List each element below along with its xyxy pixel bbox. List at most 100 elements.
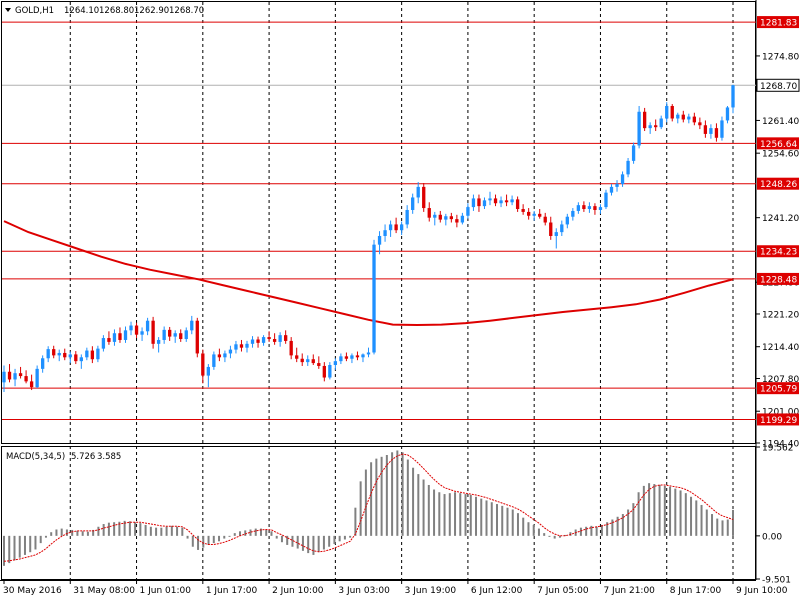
macd-bar — [60, 528, 63, 536]
candle — [134, 322, 139, 339]
macd-bar — [8, 535, 11, 564]
candle — [256, 336, 260, 348]
candle-body — [372, 244, 376, 353]
x-tick-label: 3 Jun 19:00 — [405, 586, 457, 596]
macd-bar — [139, 523, 142, 536]
candle — [85, 347, 89, 361]
candle — [576, 202, 581, 214]
candle — [74, 351, 78, 365]
macd-bar — [354, 507, 357, 536]
macd-bar — [270, 531, 273, 536]
candle — [101, 335, 106, 352]
candle — [123, 326, 128, 343]
macd-bar — [322, 535, 325, 550]
candle-body — [85, 350, 89, 358]
y-tick-label: 1201.00 — [762, 408, 799, 418]
macd-histogram — [3, 450, 734, 566]
candle-body — [642, 111, 647, 129]
macd-bar — [705, 509, 708, 536]
candle — [477, 194, 481, 212]
macd-bar — [385, 455, 388, 536]
candle-body — [388, 224, 393, 231]
candle — [118, 327, 122, 343]
macd-bar — [412, 467, 415, 536]
candle-body — [604, 192, 608, 208]
candle-body — [654, 125, 658, 128]
macd-bar — [459, 493, 462, 536]
level-tag-box — [757, 382, 799, 395]
candle-body — [648, 125, 652, 129]
candle — [18, 366, 23, 379]
macd-bar — [86, 531, 89, 536]
candle — [587, 202, 592, 213]
macd-bar — [700, 504, 703, 536]
candle — [543, 212, 547, 226]
candle — [637, 105, 641, 149]
candle — [107, 331, 111, 345]
candle — [399, 221, 404, 236]
level-tag-box — [757, 177, 799, 190]
candle-body — [190, 320, 194, 331]
candle-body — [676, 114, 680, 119]
macd-bar — [97, 526, 100, 536]
candle — [90, 346, 95, 364]
macd-bar — [522, 517, 525, 536]
candle-body — [543, 216, 547, 223]
candle — [372, 239, 376, 355]
macd-pane[interactable] — [1, 446, 756, 580]
macd-bar — [76, 530, 79, 536]
level-tag-label: 1228.48 — [760, 275, 797, 285]
macd-bar — [244, 530, 247, 536]
macd-bar — [359, 481, 362, 536]
macd-bar — [406, 459, 409, 536]
macd-bar — [417, 474, 420, 536]
candle — [438, 210, 442, 223]
level-tag-box — [757, 16, 799, 29]
macd-bar — [558, 535, 561, 538]
macd-bar — [265, 529, 268, 536]
macd-bar — [296, 535, 299, 549]
macd-bar — [600, 524, 603, 536]
candle — [709, 124, 713, 139]
macd-bar — [653, 484, 656, 536]
price-pane[interactable] — [1, 1, 756, 444]
candle-body — [272, 339, 277, 342]
candle — [598, 204, 603, 214]
candle — [692, 112, 696, 126]
candle-body — [90, 350, 95, 360]
candle-body — [344, 356, 349, 359]
candle-body — [560, 224, 564, 233]
macd-bar — [65, 529, 68, 536]
header-open: 1264.10 — [64, 6, 99, 16]
candle-body — [267, 337, 271, 340]
candle-body — [2, 371, 6, 383]
macd-bar — [480, 498, 483, 536]
macd-bar — [218, 535, 221, 542]
candle — [223, 350, 227, 363]
candle-body — [725, 107, 730, 121]
dropdown-triangle-icon[interactable] — [5, 8, 11, 12]
candle-body — [449, 216, 453, 220]
macd-bar — [401, 452, 404, 536]
moving-average-line — [3, 220, 734, 327]
macd-name: MACD(5,34,5) — [6, 452, 65, 462]
candle-body — [549, 222, 553, 236]
macd-bar — [44, 535, 47, 538]
macd-bar — [469, 494, 472, 536]
macd-bar — [249, 529, 252, 536]
macd-bar — [307, 535, 310, 554]
candle — [96, 345, 100, 363]
candle — [527, 208, 531, 220]
candle-body — [405, 209, 409, 225]
x-tick-label: 31 May 08:00 — [73, 586, 135, 596]
macd-bar — [71, 529, 74, 536]
candle — [261, 335, 266, 346]
macd-bar — [275, 535, 278, 539]
candle-body — [703, 125, 708, 134]
candle — [642, 107, 647, 132]
candle-body — [355, 355, 360, 358]
macd-bar — [338, 535, 341, 542]
macd-bar — [364, 469, 367, 536]
macd-bar — [39, 535, 42, 544]
